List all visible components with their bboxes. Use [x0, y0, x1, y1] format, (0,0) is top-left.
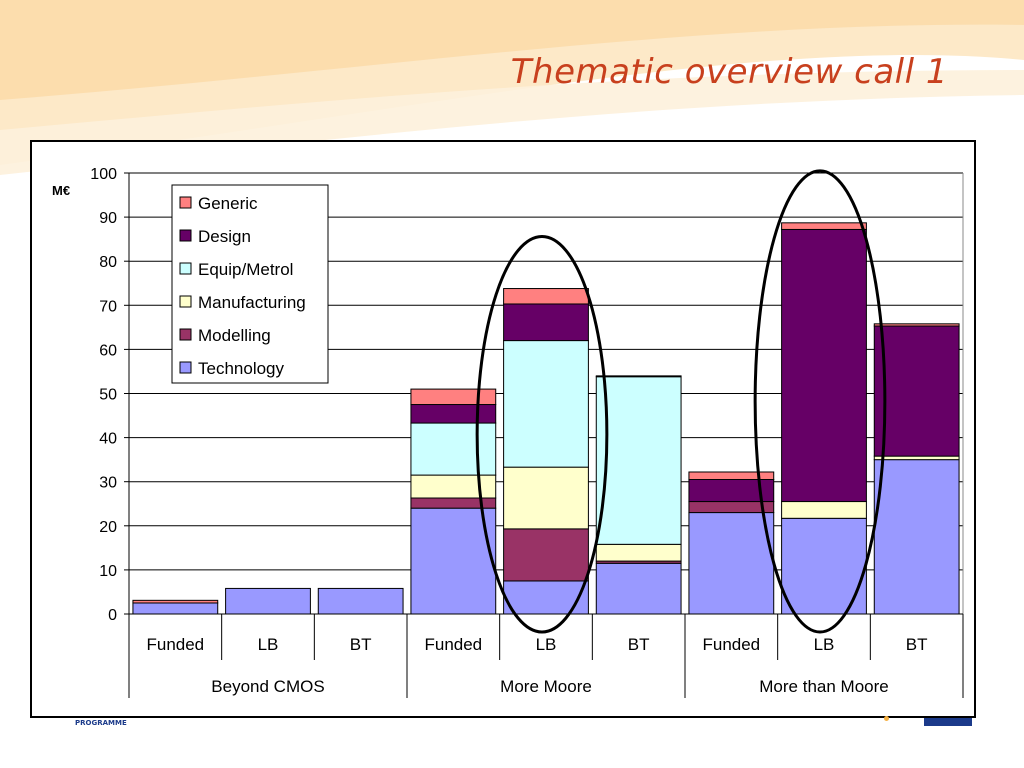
- x-tick-label: LB: [536, 635, 557, 654]
- legend-label: Design: [198, 227, 251, 246]
- bar-segment-equip-metrol: [503, 340, 589, 468]
- y-tick-label: 0: [108, 607, 117, 624]
- bar-segment-design: [781, 228, 867, 503]
- bar-segment-generic: [132, 599, 219, 604]
- bar-segment-generic: [873, 323, 960, 327]
- footer-logo-text: PROGRAMME: [75, 719, 127, 727]
- y-tick-label: 90: [99, 210, 117, 227]
- x-tick-label: Funded: [146, 635, 204, 654]
- legend-label: Technology: [198, 359, 285, 378]
- bar-segment-manufacturing: [503, 466, 589, 530]
- group-label: Beyond CMOS: [211, 677, 324, 696]
- y-tick-label: 30: [99, 475, 117, 492]
- bar-segment-equip-metrol: [410, 422, 497, 476]
- y-tick-label: 50: [99, 387, 117, 404]
- legend-label: Generic: [198, 194, 258, 213]
- bar-segment-technology: [503, 580, 589, 615]
- y-axis-unit-label: M€: [52, 183, 70, 198]
- legend-swatch: [179, 295, 192, 308]
- bar-segment-manufacturing: [595, 543, 682, 562]
- bar-segment-technology: [410, 507, 497, 615]
- legend-swatch: [179, 262, 192, 275]
- bar-segment-manufacturing: [781, 501, 867, 519]
- x-tick-label: Funded: [424, 635, 482, 654]
- x-tick-label: LB: [814, 635, 835, 654]
- x-tick-label: BT: [906, 635, 928, 654]
- bar-segment-modelling: [503, 528, 589, 582]
- bar-segment-design: [410, 404, 497, 424]
- bar-segment-equip-metrol: [595, 376, 682, 545]
- legend-swatch: [179, 229, 192, 242]
- bar-segment-technology: [688, 512, 775, 615]
- legend-label: Manufacturing: [198, 293, 306, 312]
- bar-segment-technology: [873, 459, 960, 615]
- y-tick-label: 80: [99, 254, 117, 271]
- y-tick-label: 60: [99, 342, 117, 359]
- bar-segment-technology: [132, 602, 219, 615]
- legend-label: Equip/Metrol: [198, 260, 293, 279]
- x-tick-label: LB: [258, 635, 279, 654]
- x-tick-label: BT: [350, 635, 372, 654]
- legend-swatch: [179, 328, 192, 341]
- legend-label: Modelling: [198, 326, 271, 345]
- bar-segment-modelling: [410, 497, 497, 509]
- y-tick-label: 20: [99, 519, 117, 536]
- x-tick-label: BT: [628, 635, 650, 654]
- bar-segment-generic: [688, 471, 775, 480]
- highlight-ellipse: [475, 235, 609, 634]
- footer-dot: [884, 716, 889, 721]
- y-tick-label: 40: [99, 431, 117, 448]
- y-tick-label: 100: [90, 166, 117, 183]
- bar-segment-design: [503, 303, 589, 342]
- legend-swatch: [179, 196, 192, 209]
- bar-segment-generic: [410, 388, 497, 406]
- bar-segment-manufacturing: [410, 474, 497, 499]
- bar-segment-technology: [225, 587, 311, 615]
- bar-segment-design: [873, 325, 960, 457]
- y-tick-label: 10: [99, 563, 117, 580]
- legend-swatch: [179, 361, 192, 374]
- footer-flag: [924, 718, 972, 726]
- y-tick-label: 70: [99, 298, 117, 315]
- highlight-ellipse: [753, 169, 887, 634]
- bar-segment-manufacturing: [873, 455, 960, 461]
- group-label: More than Moore: [759, 677, 888, 696]
- group-label: More Moore: [500, 677, 592, 696]
- x-tick-label: Funded: [702, 635, 760, 654]
- bar-segment-design: [595, 375, 682, 378]
- bar-segment-technology: [317, 587, 404, 615]
- legend-box: [171, 184, 329, 384]
- bar-segment-generic: [503, 288, 589, 305]
- bar-segment-technology: [595, 562, 682, 615]
- bar-segment-generic: [781, 222, 867, 230]
- slide-title: Thematic overview call 1: [510, 52, 948, 92]
- background-decoration: [0, 0, 1024, 175]
